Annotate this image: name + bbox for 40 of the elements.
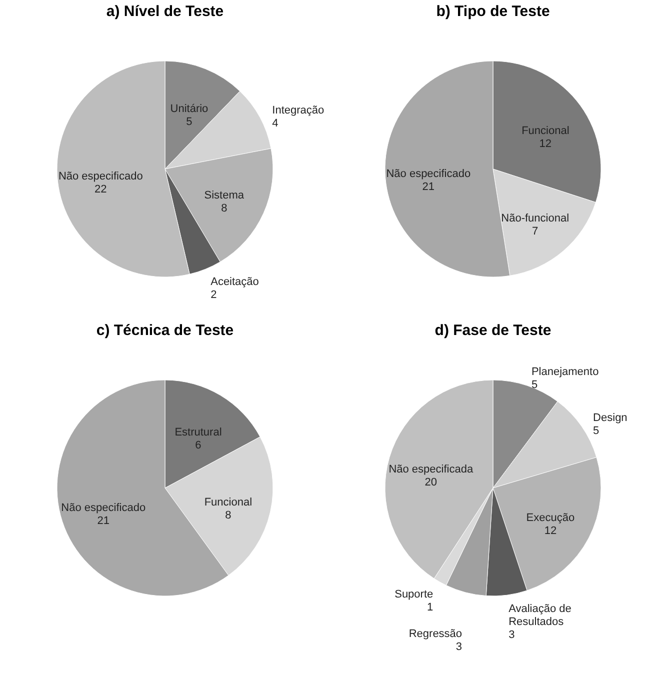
data-label: 22 [94, 183, 107, 196]
slice-label: Não especificado [61, 502, 146, 514]
slice-label: Funcional [522, 124, 570, 137]
data-label: 5 [186, 116, 192, 128]
data-label: 3 [508, 629, 515, 641]
slice-label: Não especificado [386, 168, 471, 180]
chart-title: c) Técnica de Teste [96, 322, 234, 339]
slice-label: Regressão [408, 628, 462, 640]
slice-label: Não especificado [58, 170, 143, 182]
slice-label: Suporte [394, 588, 434, 600]
data-label: 6 [195, 439, 202, 452]
data-label: 21 [422, 181, 435, 194]
slice-label: Planejamento [531, 366, 599, 378]
slice-label: Não-funcional [501, 212, 570, 224]
data-label: 20 [424, 476, 438, 489]
data-label: 4 [272, 118, 278, 130]
data-label: 2 [210, 289, 217, 302]
slice-label: Avaliação de Resultados [508, 603, 572, 628]
data-label: 5 [593, 425, 600, 438]
data-label: 3 [456, 641, 462, 654]
chart-title: a) Nível de Teste [106, 3, 224, 20]
slice-label: Sistema [204, 190, 245, 202]
slice-label: Unitário [170, 102, 208, 115]
chart-title: d) Fase de Teste [434, 322, 552, 339]
slice-label: Aceitação [210, 276, 259, 288]
data-label: 21 [97, 515, 110, 528]
data-label: 5 [531, 379, 538, 392]
slice-label: Estrutural [174, 426, 222, 438]
data-label: 8 [225, 509, 232, 522]
data-label: 7 [532, 225, 538, 238]
data-label: 8 [221, 202, 228, 215]
data-label: 12 [544, 524, 557, 537]
data-label: 12 [539, 138, 552, 150]
slice-label: Design [593, 412, 628, 424]
slice-label: Integração [272, 104, 324, 117]
slice-label: Não especificada [388, 464, 474, 476]
data-label: 1 [427, 601, 434, 614]
chart-title: b) Tipo de Teste [436, 3, 550, 20]
slice-label: Execução [526, 512, 575, 524]
slice-label: Funcional [204, 496, 252, 508]
